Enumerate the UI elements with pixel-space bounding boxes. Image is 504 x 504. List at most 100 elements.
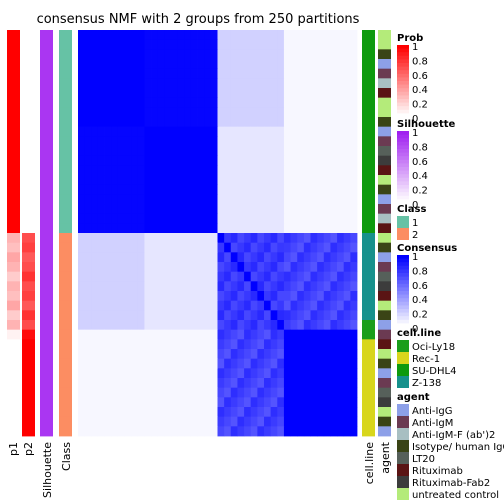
p2-cell xyxy=(22,417,35,427)
consensus-cell xyxy=(131,185,138,195)
right-annotation-bars xyxy=(362,30,391,436)
legend-gradient-step xyxy=(397,259,409,263)
consensus-cell xyxy=(111,165,118,175)
column-label: p2 xyxy=(22,442,35,456)
consensus-cell xyxy=(317,49,324,59)
consensus-cell xyxy=(257,223,264,233)
consensus-cell xyxy=(118,214,125,224)
consensus-cell xyxy=(297,243,304,253)
consensus-cell xyxy=(251,204,258,214)
consensus-cell xyxy=(111,252,118,262)
legend-gradient-step xyxy=(397,181,409,185)
consensus-cell xyxy=(85,426,92,436)
p1-cell xyxy=(7,107,20,117)
consensus-cell xyxy=(184,88,191,98)
consensus-cell xyxy=(317,156,324,166)
consensus-cell xyxy=(138,339,145,349)
consensus-cell xyxy=(224,426,231,436)
consensus-cell xyxy=(244,175,251,185)
consensus-cell xyxy=(151,243,158,253)
consensus-cell xyxy=(131,223,138,233)
consensus-cell xyxy=(291,30,298,40)
consensus-cell xyxy=(324,301,331,311)
consensus-cell xyxy=(244,233,251,243)
consensus-cell xyxy=(304,78,311,88)
consensus-cell xyxy=(237,272,244,282)
consensus-cell xyxy=(91,359,98,369)
silhouette-cell xyxy=(40,252,53,262)
consensus-cell xyxy=(271,107,278,117)
consensus-cell xyxy=(151,49,158,59)
consensus-cell xyxy=(224,146,231,156)
consensus-cell xyxy=(191,397,198,407)
consensus-cell xyxy=(237,252,244,262)
consensus-cell xyxy=(277,223,284,233)
consensus-cell xyxy=(224,40,231,50)
consensus-cell xyxy=(178,417,185,427)
consensus-cell xyxy=(337,30,344,40)
consensus-cell xyxy=(244,204,251,214)
consensus-cell xyxy=(78,339,85,349)
consensus-cell xyxy=(291,388,298,398)
consensus-cell xyxy=(330,175,337,185)
consensus-cell xyxy=(78,330,85,340)
consensus-cell xyxy=(311,281,318,291)
consensus-cell xyxy=(337,223,344,233)
consensus-cell xyxy=(118,59,125,69)
consensus-cell xyxy=(277,368,284,378)
legend-swatch xyxy=(397,488,409,500)
consensus-cell xyxy=(91,223,98,233)
consensus-cell xyxy=(257,127,264,137)
consensus-cell xyxy=(251,223,258,233)
consensus-cell xyxy=(211,107,218,117)
consensus-cell xyxy=(184,165,191,175)
p1-cell xyxy=(7,194,20,204)
consensus-cell xyxy=(131,175,138,185)
consensus-cell xyxy=(105,272,112,282)
consensus-cell xyxy=(118,136,125,146)
p1-cell xyxy=(7,417,20,427)
consensus-cell xyxy=(111,262,118,272)
consensus-cell xyxy=(344,88,351,98)
consensus-cell xyxy=(184,330,191,340)
consensus-cell xyxy=(304,291,311,301)
consensus-cell xyxy=(85,252,92,262)
consensus-cell xyxy=(224,127,231,137)
legend-gradient-step xyxy=(397,320,409,324)
consensus-cell xyxy=(337,330,344,340)
consensus-cell xyxy=(277,30,284,40)
consensus-cell xyxy=(191,407,198,417)
consensus-cell xyxy=(297,214,304,224)
consensus-cell xyxy=(144,310,151,320)
consensus-cell xyxy=(337,378,344,388)
consensus-cell xyxy=(317,117,324,127)
consensus-cell xyxy=(291,397,298,407)
legend-tick: 0.6 xyxy=(412,157,428,168)
consensus-cell xyxy=(211,388,218,398)
consensus-cell xyxy=(324,272,331,282)
consensus-cell xyxy=(105,78,112,88)
consensus-cell xyxy=(251,301,258,311)
consensus-cell xyxy=(191,233,198,243)
consensus-cell xyxy=(224,301,231,311)
consensus-cell xyxy=(291,165,298,175)
consensus-cell xyxy=(291,378,298,388)
consensus-cell xyxy=(291,407,298,417)
consensus-cell xyxy=(344,388,351,398)
consensus-cell xyxy=(251,175,258,185)
p1-cell xyxy=(7,243,20,253)
consensus-cell xyxy=(350,417,357,427)
consensus-cell xyxy=(251,78,258,88)
consensus-cell xyxy=(324,417,331,427)
consensus-cell xyxy=(344,223,351,233)
consensus-cell xyxy=(277,117,284,127)
consensus-cell xyxy=(144,165,151,175)
consensus-cell xyxy=(311,214,318,224)
consensus-cell xyxy=(184,40,191,50)
consensus-cell xyxy=(244,165,251,175)
consensus-cell xyxy=(85,320,92,330)
consensus-cell xyxy=(218,349,225,359)
consensus-cell xyxy=(350,204,357,214)
consensus-cell xyxy=(224,49,231,59)
legend-tick: 0.2 xyxy=(412,100,428,111)
